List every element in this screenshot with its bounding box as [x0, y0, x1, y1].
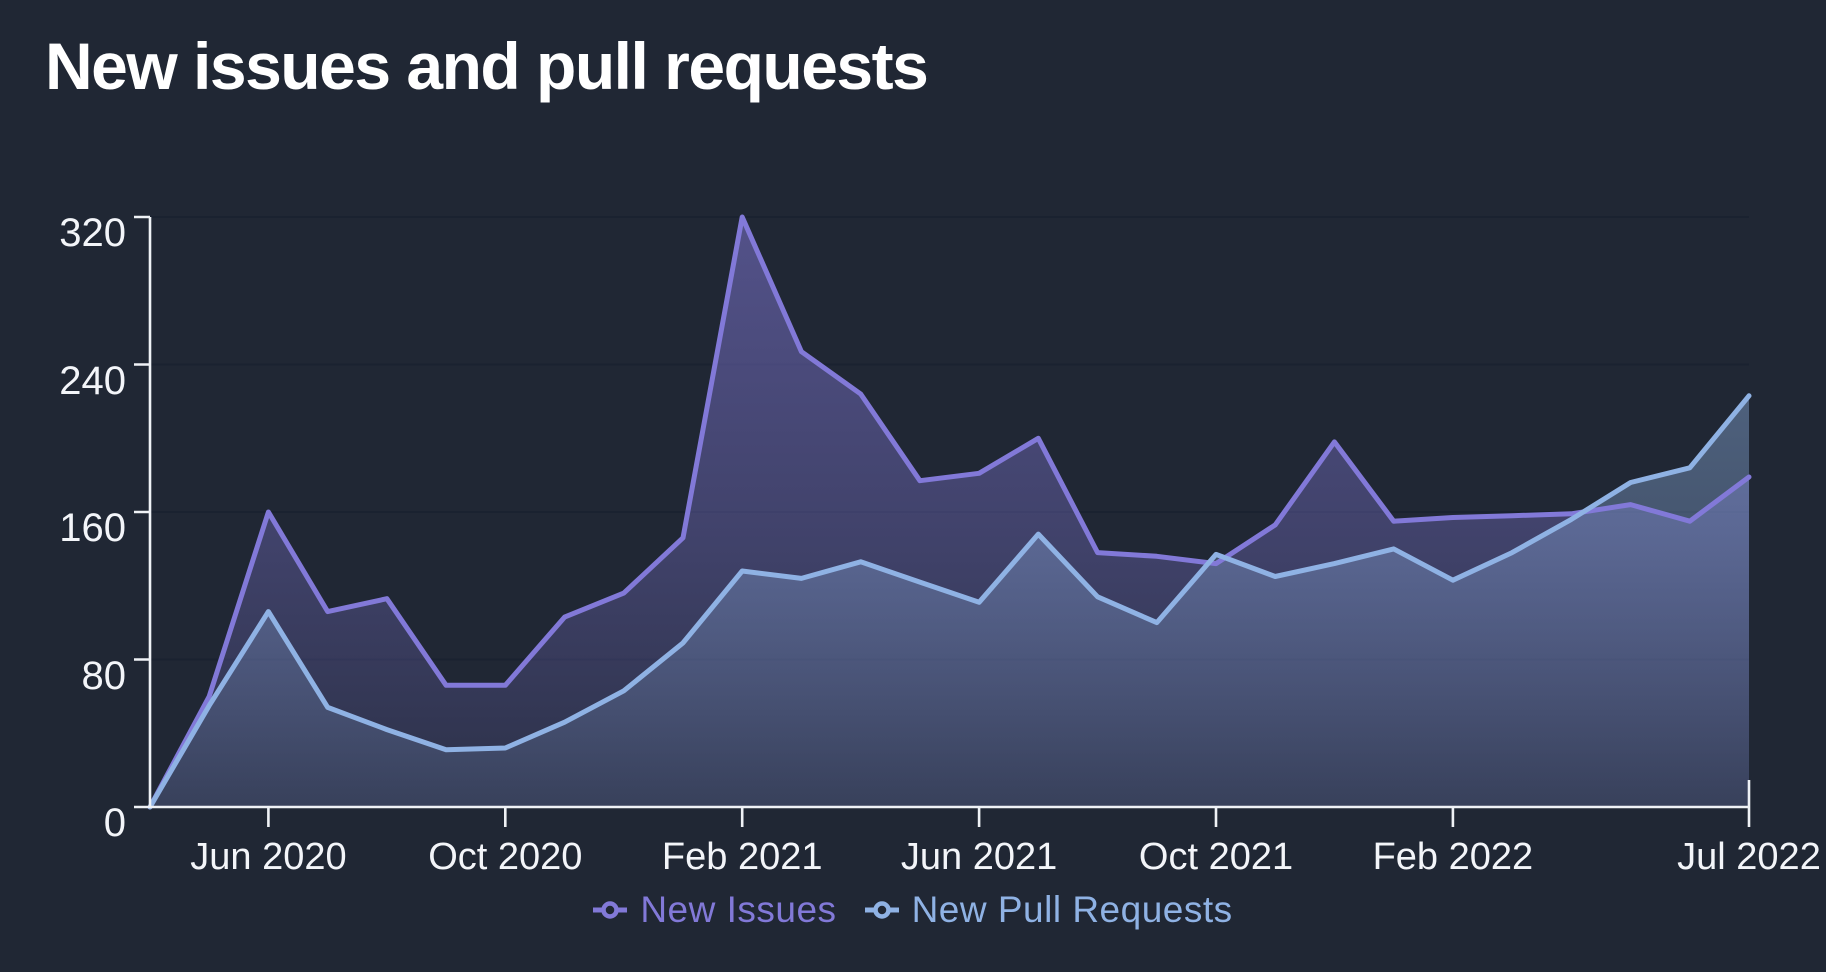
- legend-item-new-pull-requests[interactable]: New Pull Requests: [864, 889, 1233, 931]
- x-tick-label-Jun-2021: Jun 2021: [900, 836, 1058, 878]
- legend-label-new-issues: New Issues: [640, 889, 837, 930]
- x-tick-label-Feb-2022: Feb 2022: [1372, 836, 1534, 878]
- line-circle-marker-icon: [864, 901, 899, 919]
- x-tick-label-Feb-2021: Feb 2021: [661, 836, 823, 878]
- line-circle-marker-icon: [593, 901, 628, 919]
- x-tick-label-Jul-2022: Jul 2022: [1677, 836, 1821, 878]
- x-tick-label-Oct-2021: Oct 2021: [1138, 836, 1294, 878]
- y-tick-label-320: 320: [59, 211, 126, 255]
- new-pull-requests-line: [147, 393, 1752, 810]
- page-title: New issues and pull requests: [45, 29, 929, 103]
- axes: [134, 215, 1751, 827]
- y-tick-label-0: 0: [103, 801, 126, 845]
- legend-label-new-pull-requests: New Pull Requests: [911, 889, 1233, 930]
- y-tick-label-80: 80: [81, 653, 127, 698]
- x-tick-label-Oct-2020: Oct 2020: [428, 836, 583, 878]
- x-tick-label-Jun-2020: Jun 2020: [190, 836, 347, 878]
- chart-legend: New Issues New Pull Requests: [0, 889, 1826, 931]
- y-tick-label-240: 240: [59, 358, 126, 403]
- new-pull-requests-area: [150, 395, 1749, 807]
- legend-item-new-issues[interactable]: New Issues: [593, 889, 836, 931]
- y-tick-label-160: 160: [59, 506, 126, 550]
- new-issues-line: [147, 214, 1752, 810]
